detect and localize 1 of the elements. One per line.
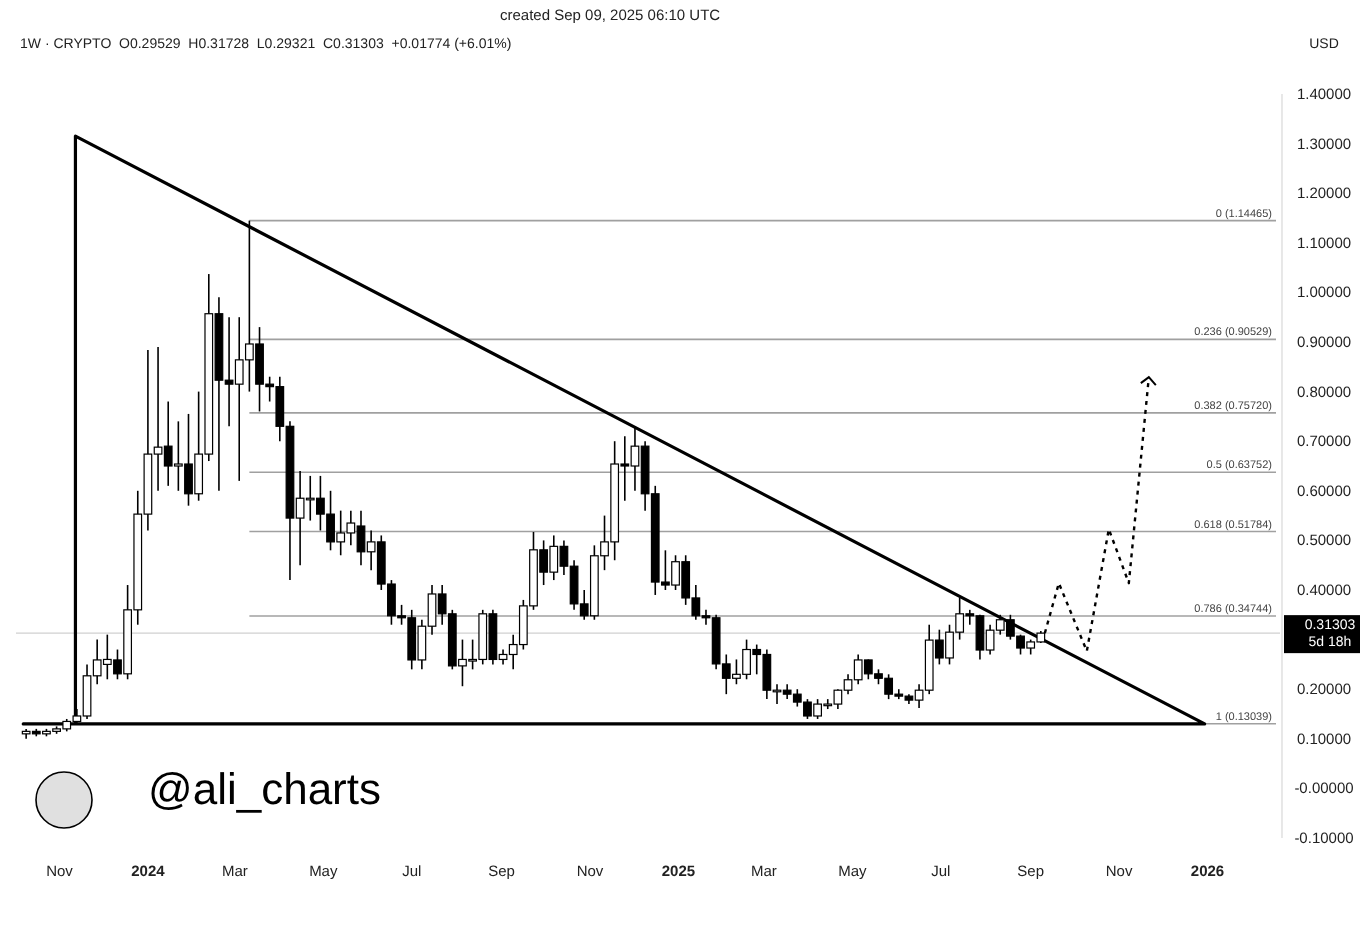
annotation: @ali_charts [148, 764, 381, 814]
